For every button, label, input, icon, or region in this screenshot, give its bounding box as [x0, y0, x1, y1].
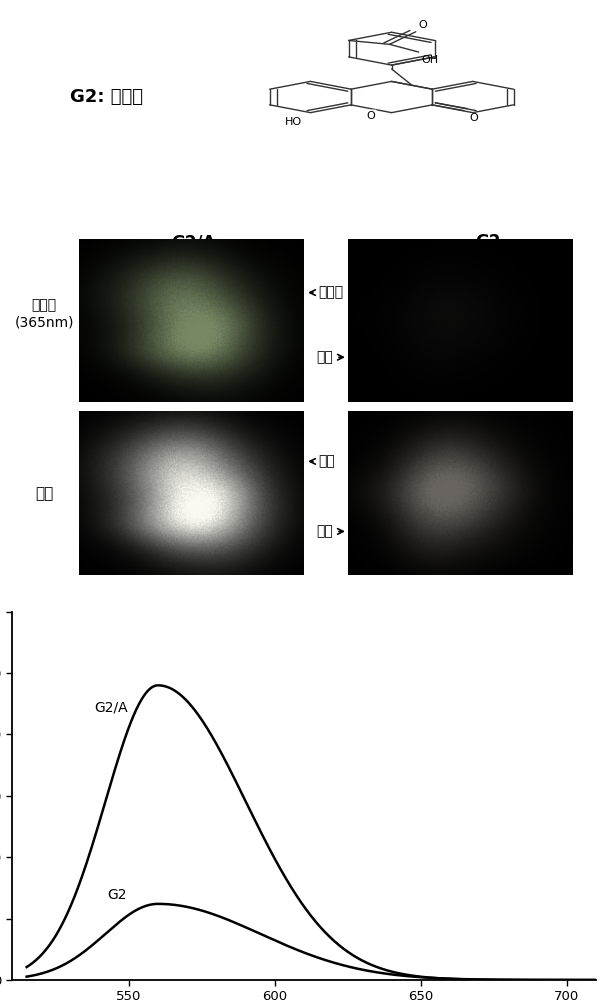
- Text: O: O: [470, 113, 479, 123]
- Text: 无色: 无色: [317, 350, 334, 364]
- Text: G2/A: G2/A: [95, 701, 128, 715]
- Text: HO: HO: [285, 117, 302, 127]
- Text: 红色: 红色: [317, 524, 334, 538]
- Text: O: O: [418, 20, 427, 30]
- Text: O: O: [367, 111, 376, 121]
- Text: 日光: 日光: [35, 486, 54, 501]
- Text: 紫外光
(365nm): 紫外光 (365nm): [14, 298, 74, 330]
- Text: G2: G2: [475, 233, 501, 251]
- Text: G2/A: G2/A: [171, 233, 216, 251]
- Text: 浅绿色: 浅绿色: [318, 286, 344, 300]
- Text: G2: 荊光素: G2: 荊光素: [70, 88, 143, 106]
- Text: OH: OH: [421, 55, 439, 65]
- Text: G2: G2: [107, 888, 127, 902]
- Text: 白色: 白色: [318, 454, 335, 468]
